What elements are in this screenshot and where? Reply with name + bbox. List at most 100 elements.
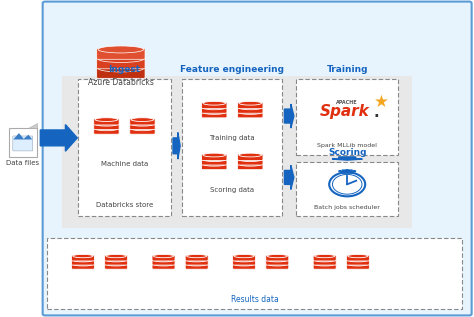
FancyBboxPatch shape — [201, 154, 227, 160]
Ellipse shape — [154, 262, 173, 266]
Ellipse shape — [131, 122, 154, 126]
Text: Ingest: Ingest — [109, 65, 140, 74]
Ellipse shape — [95, 122, 118, 126]
Circle shape — [353, 170, 356, 172]
FancyBboxPatch shape — [152, 263, 175, 269]
Ellipse shape — [95, 127, 118, 131]
Circle shape — [329, 172, 365, 196]
FancyBboxPatch shape — [130, 119, 155, 125]
FancyBboxPatch shape — [233, 259, 255, 265]
Ellipse shape — [348, 254, 368, 258]
FancyBboxPatch shape — [9, 128, 37, 157]
Ellipse shape — [239, 158, 262, 162]
Text: Spark MLLib model: Spark MLLib model — [317, 143, 377, 148]
Ellipse shape — [203, 111, 226, 114]
Ellipse shape — [203, 162, 226, 166]
Ellipse shape — [73, 259, 93, 262]
Circle shape — [338, 170, 342, 172]
Ellipse shape — [267, 254, 287, 258]
FancyBboxPatch shape — [185, 255, 208, 261]
Text: Batch jobs scheduler: Batch jobs scheduler — [314, 205, 380, 210]
FancyBboxPatch shape — [201, 107, 227, 113]
Ellipse shape — [239, 153, 262, 157]
Ellipse shape — [315, 259, 335, 262]
Ellipse shape — [154, 259, 173, 262]
Ellipse shape — [348, 262, 368, 266]
Ellipse shape — [131, 118, 154, 121]
Ellipse shape — [106, 259, 126, 262]
FancyBboxPatch shape — [346, 263, 369, 269]
FancyBboxPatch shape — [152, 259, 175, 265]
FancyBboxPatch shape — [233, 255, 255, 261]
Ellipse shape — [234, 259, 254, 262]
Ellipse shape — [98, 46, 144, 53]
FancyBboxPatch shape — [296, 162, 398, 216]
FancyBboxPatch shape — [296, 79, 398, 155]
FancyBboxPatch shape — [237, 154, 263, 160]
Ellipse shape — [239, 101, 262, 105]
Ellipse shape — [98, 55, 144, 62]
FancyBboxPatch shape — [201, 102, 227, 109]
FancyBboxPatch shape — [201, 159, 227, 165]
Text: ★: ★ — [374, 93, 389, 111]
FancyBboxPatch shape — [72, 259, 94, 265]
Polygon shape — [332, 157, 363, 160]
Text: Scoring: Scoring — [328, 148, 366, 157]
Ellipse shape — [203, 101, 226, 105]
Ellipse shape — [315, 254, 335, 258]
Ellipse shape — [239, 111, 262, 114]
Polygon shape — [40, 125, 77, 151]
Ellipse shape — [98, 65, 144, 72]
FancyBboxPatch shape — [237, 107, 263, 113]
Ellipse shape — [106, 262, 126, 266]
FancyBboxPatch shape — [313, 255, 336, 261]
Ellipse shape — [187, 254, 207, 258]
Text: Results data: Results data — [231, 295, 279, 304]
FancyBboxPatch shape — [266, 259, 289, 265]
FancyBboxPatch shape — [62, 76, 412, 228]
FancyBboxPatch shape — [78, 79, 171, 216]
FancyBboxPatch shape — [94, 128, 119, 134]
Text: .: . — [374, 105, 379, 120]
Polygon shape — [13, 133, 32, 139]
FancyBboxPatch shape — [97, 58, 145, 69]
FancyBboxPatch shape — [152, 255, 175, 261]
FancyBboxPatch shape — [97, 68, 145, 78]
FancyBboxPatch shape — [237, 112, 263, 118]
Ellipse shape — [267, 259, 287, 262]
Ellipse shape — [348, 259, 368, 262]
FancyBboxPatch shape — [233, 263, 255, 269]
FancyBboxPatch shape — [130, 123, 155, 130]
FancyBboxPatch shape — [237, 163, 263, 170]
FancyBboxPatch shape — [97, 49, 145, 59]
Polygon shape — [284, 165, 294, 190]
FancyBboxPatch shape — [237, 159, 263, 165]
Ellipse shape — [315, 262, 335, 266]
Polygon shape — [28, 123, 37, 128]
Ellipse shape — [73, 254, 93, 258]
Circle shape — [345, 169, 349, 171]
FancyBboxPatch shape — [47, 238, 462, 309]
FancyBboxPatch shape — [182, 79, 282, 216]
Text: Training data: Training data — [210, 135, 255, 141]
Ellipse shape — [106, 254, 126, 258]
Ellipse shape — [187, 259, 207, 262]
FancyBboxPatch shape — [105, 259, 128, 265]
Ellipse shape — [267, 262, 287, 266]
FancyBboxPatch shape — [341, 169, 353, 174]
FancyBboxPatch shape — [266, 255, 289, 261]
FancyBboxPatch shape — [201, 112, 227, 118]
FancyBboxPatch shape — [130, 128, 155, 134]
FancyBboxPatch shape — [43, 2, 472, 315]
Ellipse shape — [203, 153, 226, 157]
FancyBboxPatch shape — [185, 263, 208, 269]
FancyBboxPatch shape — [201, 163, 227, 170]
Ellipse shape — [234, 262, 254, 266]
Ellipse shape — [154, 254, 173, 258]
Circle shape — [332, 174, 362, 194]
FancyBboxPatch shape — [346, 255, 369, 261]
Text: Training: Training — [327, 65, 368, 74]
Text: Scoring data: Scoring data — [210, 187, 255, 193]
Ellipse shape — [203, 158, 226, 162]
FancyBboxPatch shape — [72, 255, 94, 261]
